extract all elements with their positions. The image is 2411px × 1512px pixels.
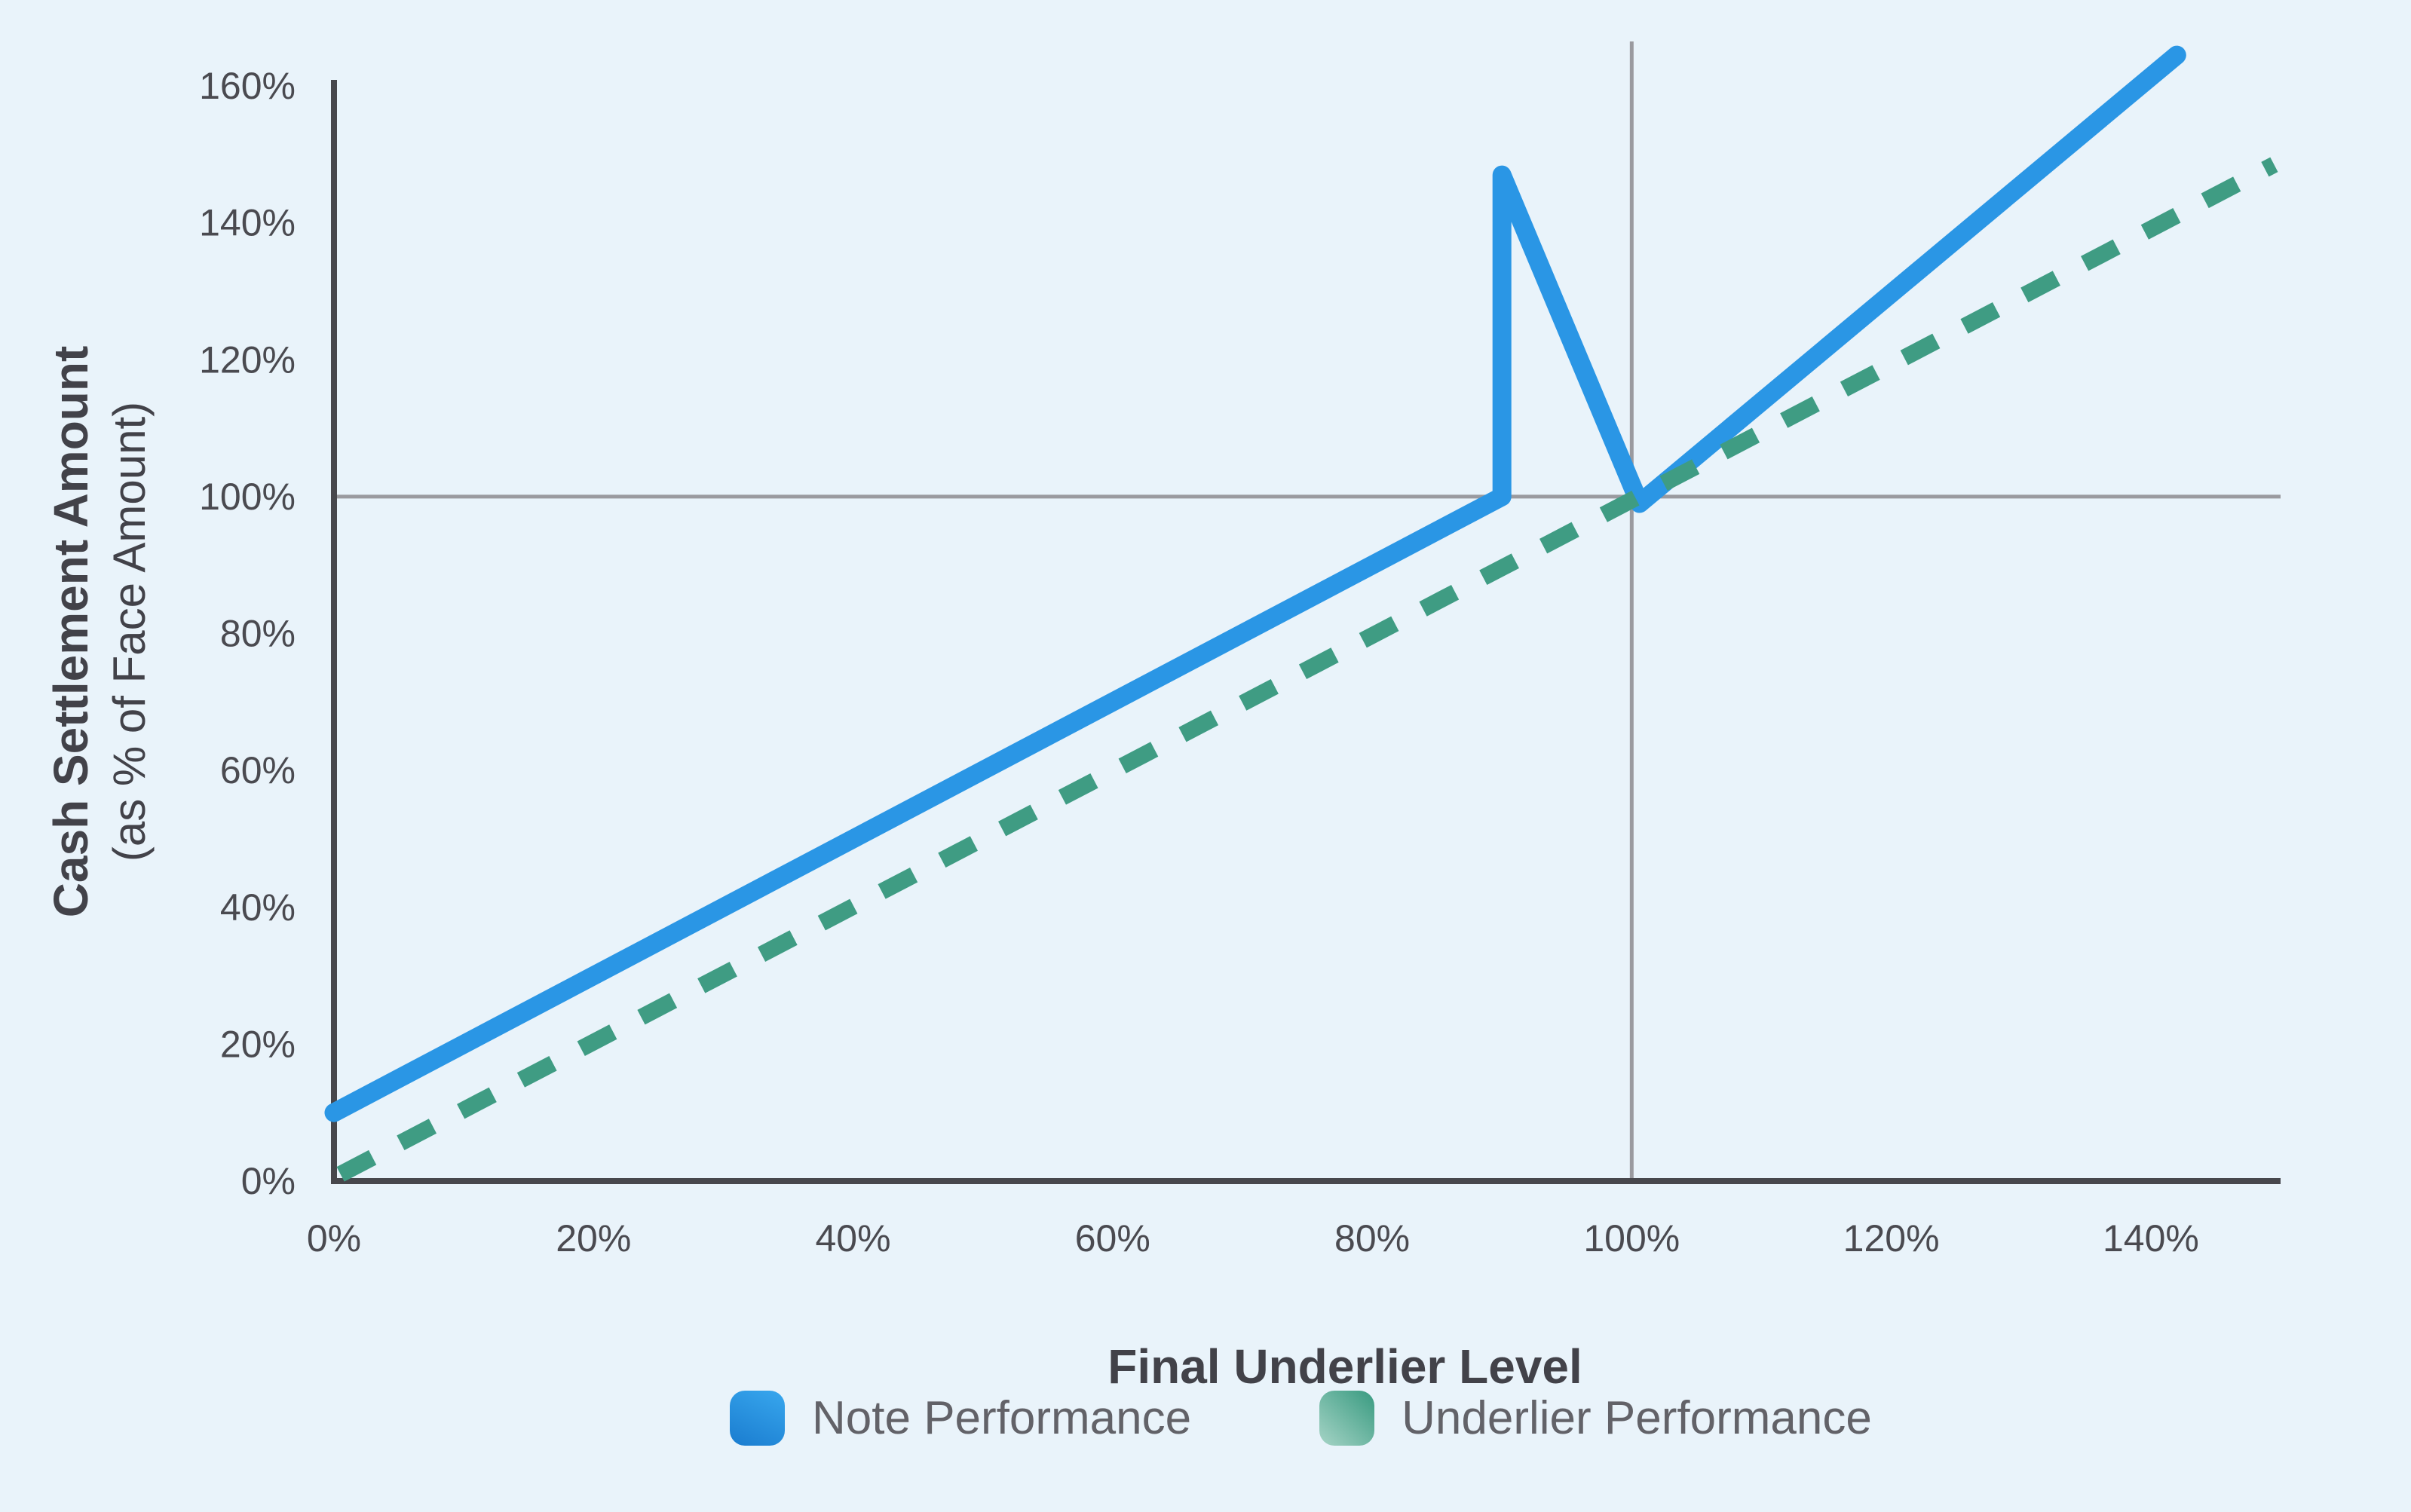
y-axis-title-line2: (as % of Face Amount) [104,401,155,862]
note-performance-line [324,45,2186,1122]
underlier-performance-swatch-icon [1319,1391,1375,1446]
x-tick-label: 20% [556,1217,631,1259]
legend-item-underlier-performance: Underlier Performance [1319,1391,1872,1446]
y-tick-label: 60% [220,749,296,791]
x-tick-label: 40% [815,1217,890,1259]
y-tick-label: 20% [220,1023,296,1065]
x-tick-label: 80% [1334,1217,1410,1259]
y-tick-label: 40% [220,886,296,929]
y-axis-title: Cash Settlement Amount (as % of Face Amo… [41,346,159,918]
y-tick-label: 160% [199,65,296,107]
legend-item-note-performance: Note Performance [730,1391,1191,1446]
x-tick-label: 0% [307,1217,361,1259]
x-tick-label: 140% [2103,1217,2199,1259]
y-tick-label: 0% [241,1160,296,1202]
x-tick-label: 100% [1583,1217,1680,1259]
legend-label-note-performance: Note Performance [812,1392,1192,1444]
y-tick-label: 140% [199,202,296,244]
y-tick-label: 100% [199,476,296,518]
y-axis-title-line1: Cash Settlement Amount [44,345,98,918]
legend: Note Performance Underlier Performance [730,1391,1872,1446]
x-axis-title: Final Underlier Level [1107,1339,1582,1394]
y-tick-label: 80% [220,613,296,655]
underlier-performance-line [336,157,2278,1182]
legend-label-underlier-performance: Underlier Performance [1402,1392,1872,1444]
y-tick-label: 120% [199,338,296,381]
note-performance-swatch-icon [730,1391,785,1446]
x-tick-label: 120% [1843,1217,1940,1259]
x-tick-label: 60% [1075,1217,1150,1259]
axes-lines [331,80,2281,1184]
